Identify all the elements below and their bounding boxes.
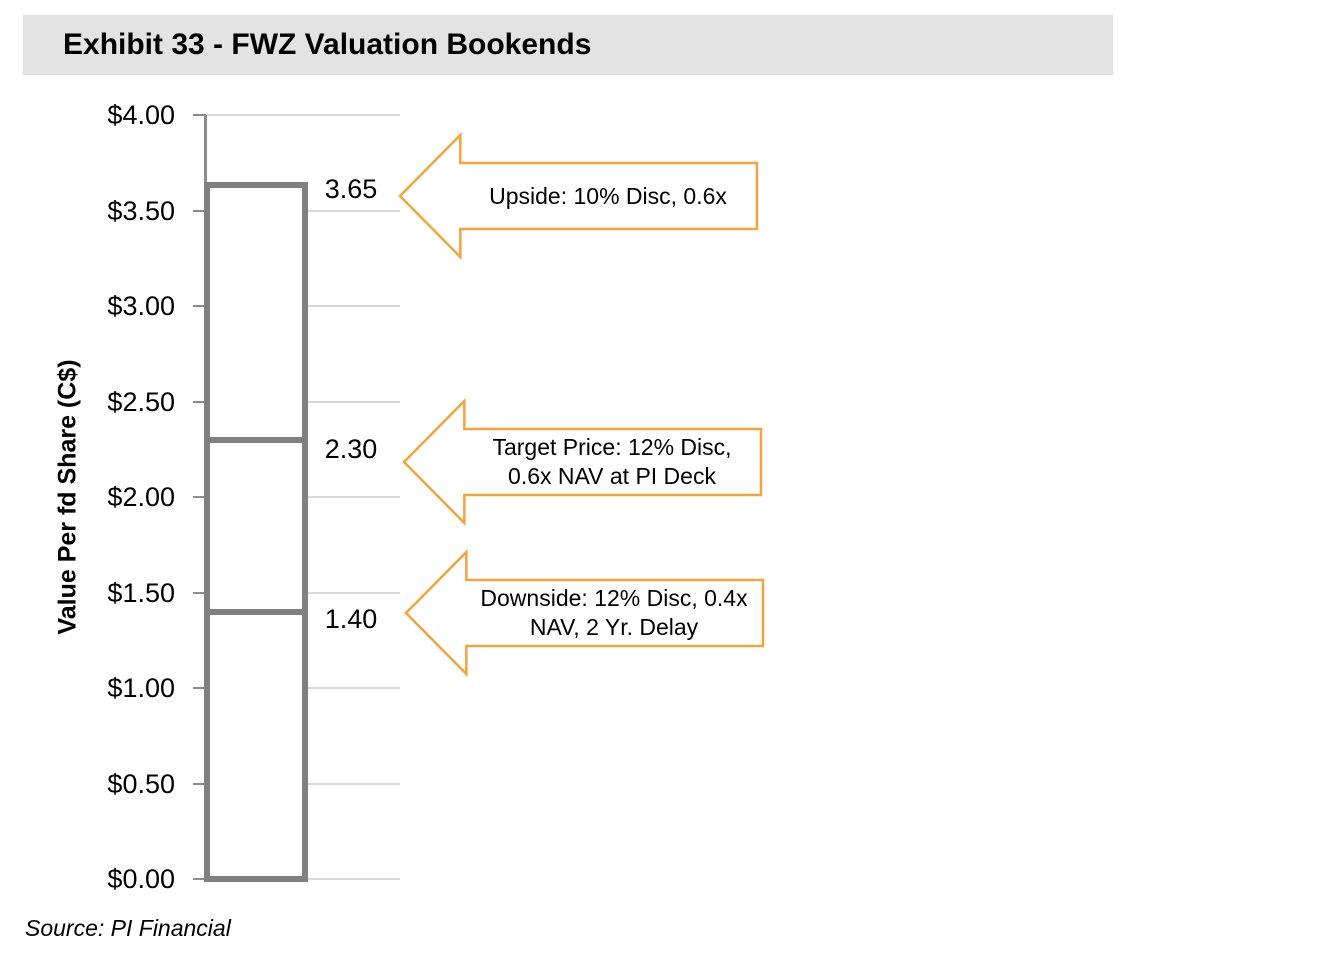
y-axis-tick: [193, 783, 206, 785]
y-axis-tick: [193, 305, 206, 307]
y-axis-tick: [193, 496, 206, 498]
y-tick-label: $2.00: [107, 482, 175, 512]
callout-text-downside: Downside: 12% Disc, 0.4x NAV, 2 Yr. Dela…: [468, 580, 760, 646]
y-tick-label: $2.50: [107, 387, 175, 417]
y-tick-label: $1.00: [107, 673, 175, 703]
left-arrow-icon: [404, 549, 765, 677]
y-axis-tick: [193, 210, 206, 212]
callout-line: NAV, 2 Yr. Delay: [529, 614, 699, 640]
callout-text-target: Target Price: 12% Disc, 0.6x NAV at PI D…: [466, 429, 758, 495]
callout-line: Target Price: 12% Disc,: [492, 434, 732, 460]
y-axis-tick: [193, 401, 206, 403]
callout-text-upside: Upside: 10% Disc, 0.6x: [462, 163, 754, 229]
y-tick-label: $3.50: [107, 196, 175, 226]
y-axis-tick: [193, 592, 206, 594]
y-axis-tick: [193, 878, 206, 880]
exhibit-title: Exhibit 33 - FWZ Valuation Bookends: [63, 28, 592, 61]
callout-arrow-upside: Upside: 10% Disc, 0.6x: [398, 132, 760, 260]
gridline: [207, 114, 400, 116]
left-arrow-icon: [398, 132, 759, 260]
callout-line: Downside: 12% Disc, 0.4x: [480, 585, 748, 611]
valuation-bar: [204, 182, 308, 882]
data-label-target: 2.30: [324, 434, 378, 464]
callout-line: 0.6x NAV at PI Deck: [508, 463, 716, 489]
data-label-downside: 1.40: [324, 604, 378, 634]
callout-arrow-downside: Downside: 12% Disc, 0.4x NAV, 2 Yr. Dela…: [404, 549, 766, 677]
segment-divider-2-30: [204, 437, 308, 443]
y-tick-label: $0.50: [107, 769, 175, 799]
y-axis-tick: [193, 687, 206, 689]
exhibit-header-band: Exhibit 33 - FWZ Valuation Bookends: [23, 15, 1113, 75]
y-tick-label: $1.50: [107, 578, 175, 608]
left-arrow-icon: [402, 398, 763, 526]
y-tick-label: $3.00: [107, 291, 175, 321]
data-label-upside: 3.65: [324, 174, 378, 204]
callout-line: Upside: 10% Disc, 0.6x: [489, 182, 727, 209]
y-tick-label: $0.00: [107, 864, 175, 894]
y-tick-label: $4.00: [107, 100, 175, 130]
callout-arrow-target: Target Price: 12% Disc, 0.6x NAV at PI D…: [402, 398, 764, 526]
segment-divider-1-40: [204, 609, 308, 615]
y-axis-tick: [193, 114, 206, 116]
source-note: Source: PI Financial: [25, 915, 231, 941]
